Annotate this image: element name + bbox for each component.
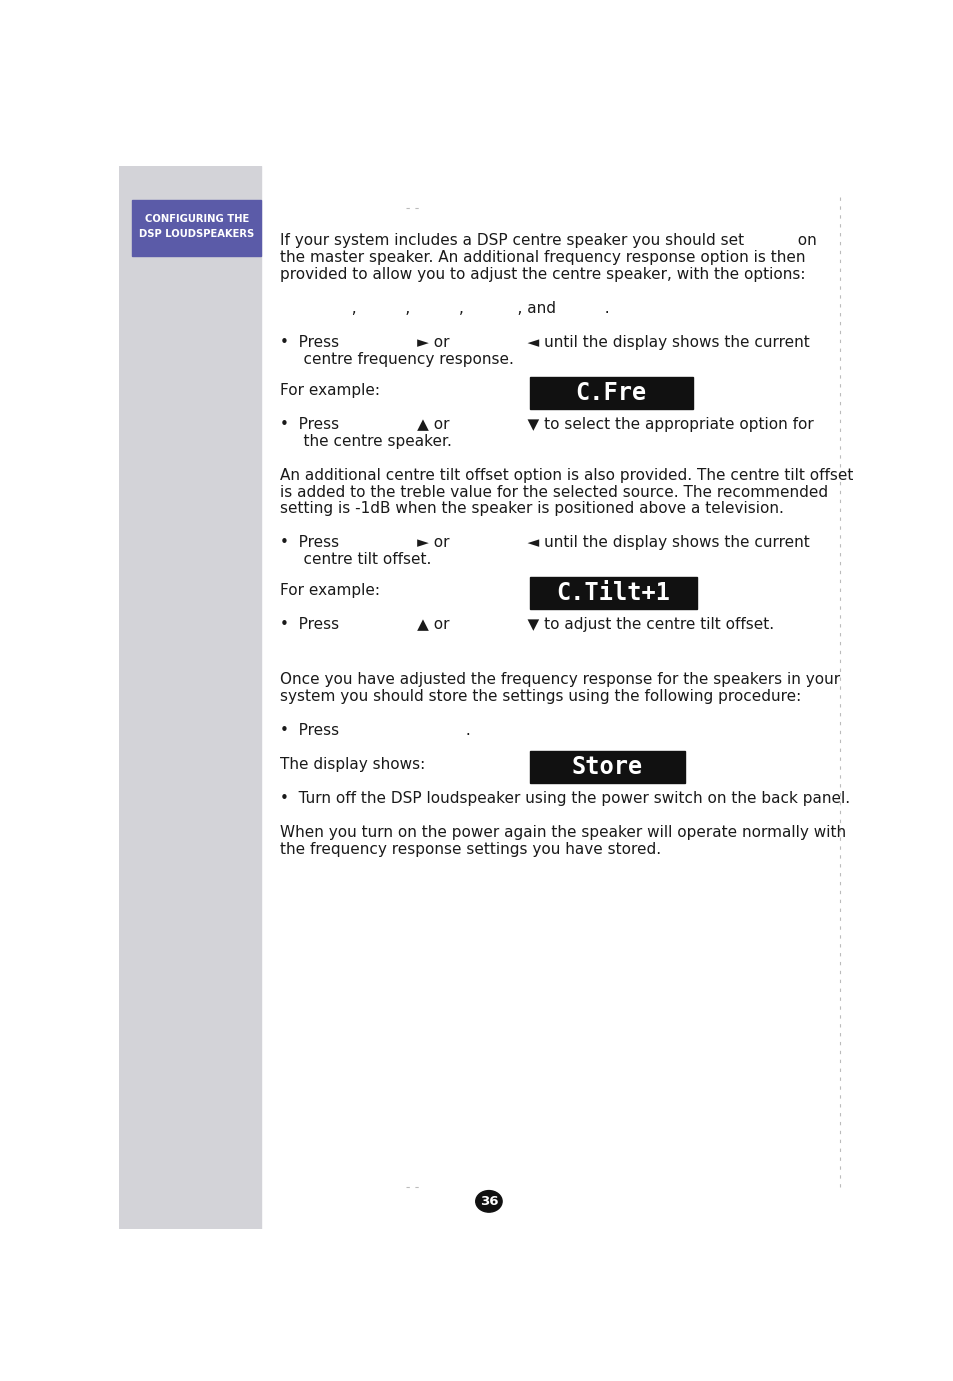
Text: •  Press                ► or                ◄ until the display shows the curren: • Press ► or ◄ until the display shows t…	[279, 336, 808, 351]
Text: Once you have adjusted the frequency response for the speakers in your: Once you have adjusted the frequency res…	[279, 673, 839, 688]
Text: setting is -1dB when the speaker is positioned above a television.: setting is -1dB when the speaker is posi…	[279, 501, 782, 516]
Text: the master speaker. An additional frequency response option is then: the master speaker. An additional freque…	[279, 250, 804, 265]
Text: •  Turn off the DSP loudspeaker using the power switch on the back panel.: • Turn off the DSP loudspeaker using the…	[279, 791, 849, 807]
Text: For example:: For example:	[279, 383, 379, 398]
Text: the frequency response settings you have stored.: the frequency response settings you have…	[279, 842, 660, 856]
Text: provided to allow you to adjust the centre speaker, with the options:: provided to allow you to adjust the cent…	[279, 268, 804, 282]
Text: ,          ,          ,           , and          .: , , , , and .	[303, 301, 609, 316]
Text: system you should store the settings using the following procedure:: system you should store the settings usi…	[279, 689, 801, 704]
Text: the centre speaker.: the centre speaker.	[283, 434, 451, 449]
Bar	[530, 751, 684, 783]
Text: •  Press                ▲ or                ▼ to select the appropriate option f: • Press ▲ or ▼ to select the appropriate…	[279, 417, 813, 432]
Text: When you turn on the power again the speaker will operate normally with: When you turn on the power again the spe…	[279, 824, 845, 840]
Bar	[530, 377, 692, 409]
Text: C.Tilt+1: C.Tilt+1	[556, 581, 670, 605]
Text: •  Press                ► or                ◄ until the display shows the curren: • Press ► or ◄ until the display shows t…	[279, 536, 808, 550]
Text: •  Press                          .: • Press .	[279, 724, 470, 739]
Text: The display shows:: The display shows:	[279, 757, 424, 772]
Text: If your system includes a DSP centre speaker you should set           on: If your system includes a DSP centre spe…	[279, 233, 816, 249]
Ellipse shape	[476, 1190, 501, 1213]
Text: For example:: For example:	[279, 583, 379, 598]
Text: is added to the treble value for the selected source. The recommended: is added to the treble value for the sel…	[279, 485, 827, 500]
Text: Store: Store	[571, 755, 642, 779]
Bar	[119, 166, 261, 1229]
Text: CONFIGURING THE
DSP LOUDSPEAKERS: CONFIGURING THE DSP LOUDSPEAKERS	[139, 214, 254, 239]
Bar	[530, 577, 696, 609]
Text: An additional centre tilt offset option is also provided. The centre tilt offset: An additional centre tilt offset option …	[279, 468, 852, 482]
Text: centre frequency response.: centre frequency response.	[283, 352, 513, 367]
Bar	[132, 200, 261, 255]
Text: 36: 36	[479, 1195, 497, 1208]
Text: •  Press                ▲ or                ▼ to adjust the centre tilt offset.: • Press ▲ or ▼ to adjust the centre tilt…	[279, 617, 773, 632]
Text: C.Fre: C.Fre	[576, 381, 646, 405]
Text: centre tilt offset.: centre tilt offset.	[283, 552, 431, 568]
